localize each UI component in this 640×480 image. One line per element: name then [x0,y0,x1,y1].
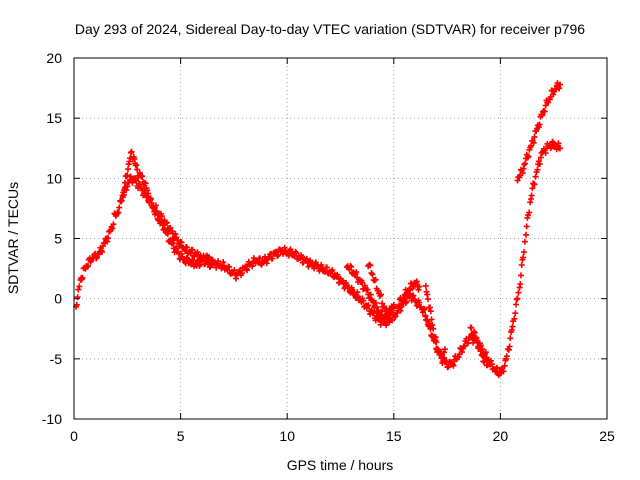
y-tick-label: 15 [46,110,62,126]
series-4 [365,261,397,320]
x-tick-label: 0 [70,428,78,444]
axis-ticks: 0 5 10 15 20 25 -10 -5 0 5 10 15 20 [42,50,615,444]
series-markers [120,173,216,271]
y-tick-label: 20 [46,50,62,66]
series-markers [467,324,491,369]
series-markers [73,138,564,379]
series-1 [73,138,564,379]
series-5 [395,278,423,310]
data-points [73,80,564,379]
x-tick-label: 10 [279,428,295,444]
x-axis-label: GPS time / hours [287,457,394,473]
series-markers [420,306,448,366]
x-tick-label: 20 [493,428,509,444]
y-tick-label: -5 [50,351,63,367]
y-tick-label: 5 [54,231,62,247]
y-tick-label: -10 [42,411,62,427]
series-markers [365,261,397,320]
y-axis-label: SDTVAR / TECUs [5,182,21,294]
y-tick-label: 0 [54,291,62,307]
series-markers [395,278,423,310]
x-tick-label: 5 [177,428,185,444]
series-7 [420,306,448,366]
series-9 [514,80,564,184]
series-markers [514,80,564,184]
x-tick-label: 15 [386,428,402,444]
x-tick-label: 25 [599,428,615,444]
series-8 [467,324,491,369]
series-2 [120,173,216,271]
y-tick-label: 10 [46,170,62,186]
chart-title: Day 293 of 2024, Sidereal Day-to-day VTE… [75,21,585,37]
